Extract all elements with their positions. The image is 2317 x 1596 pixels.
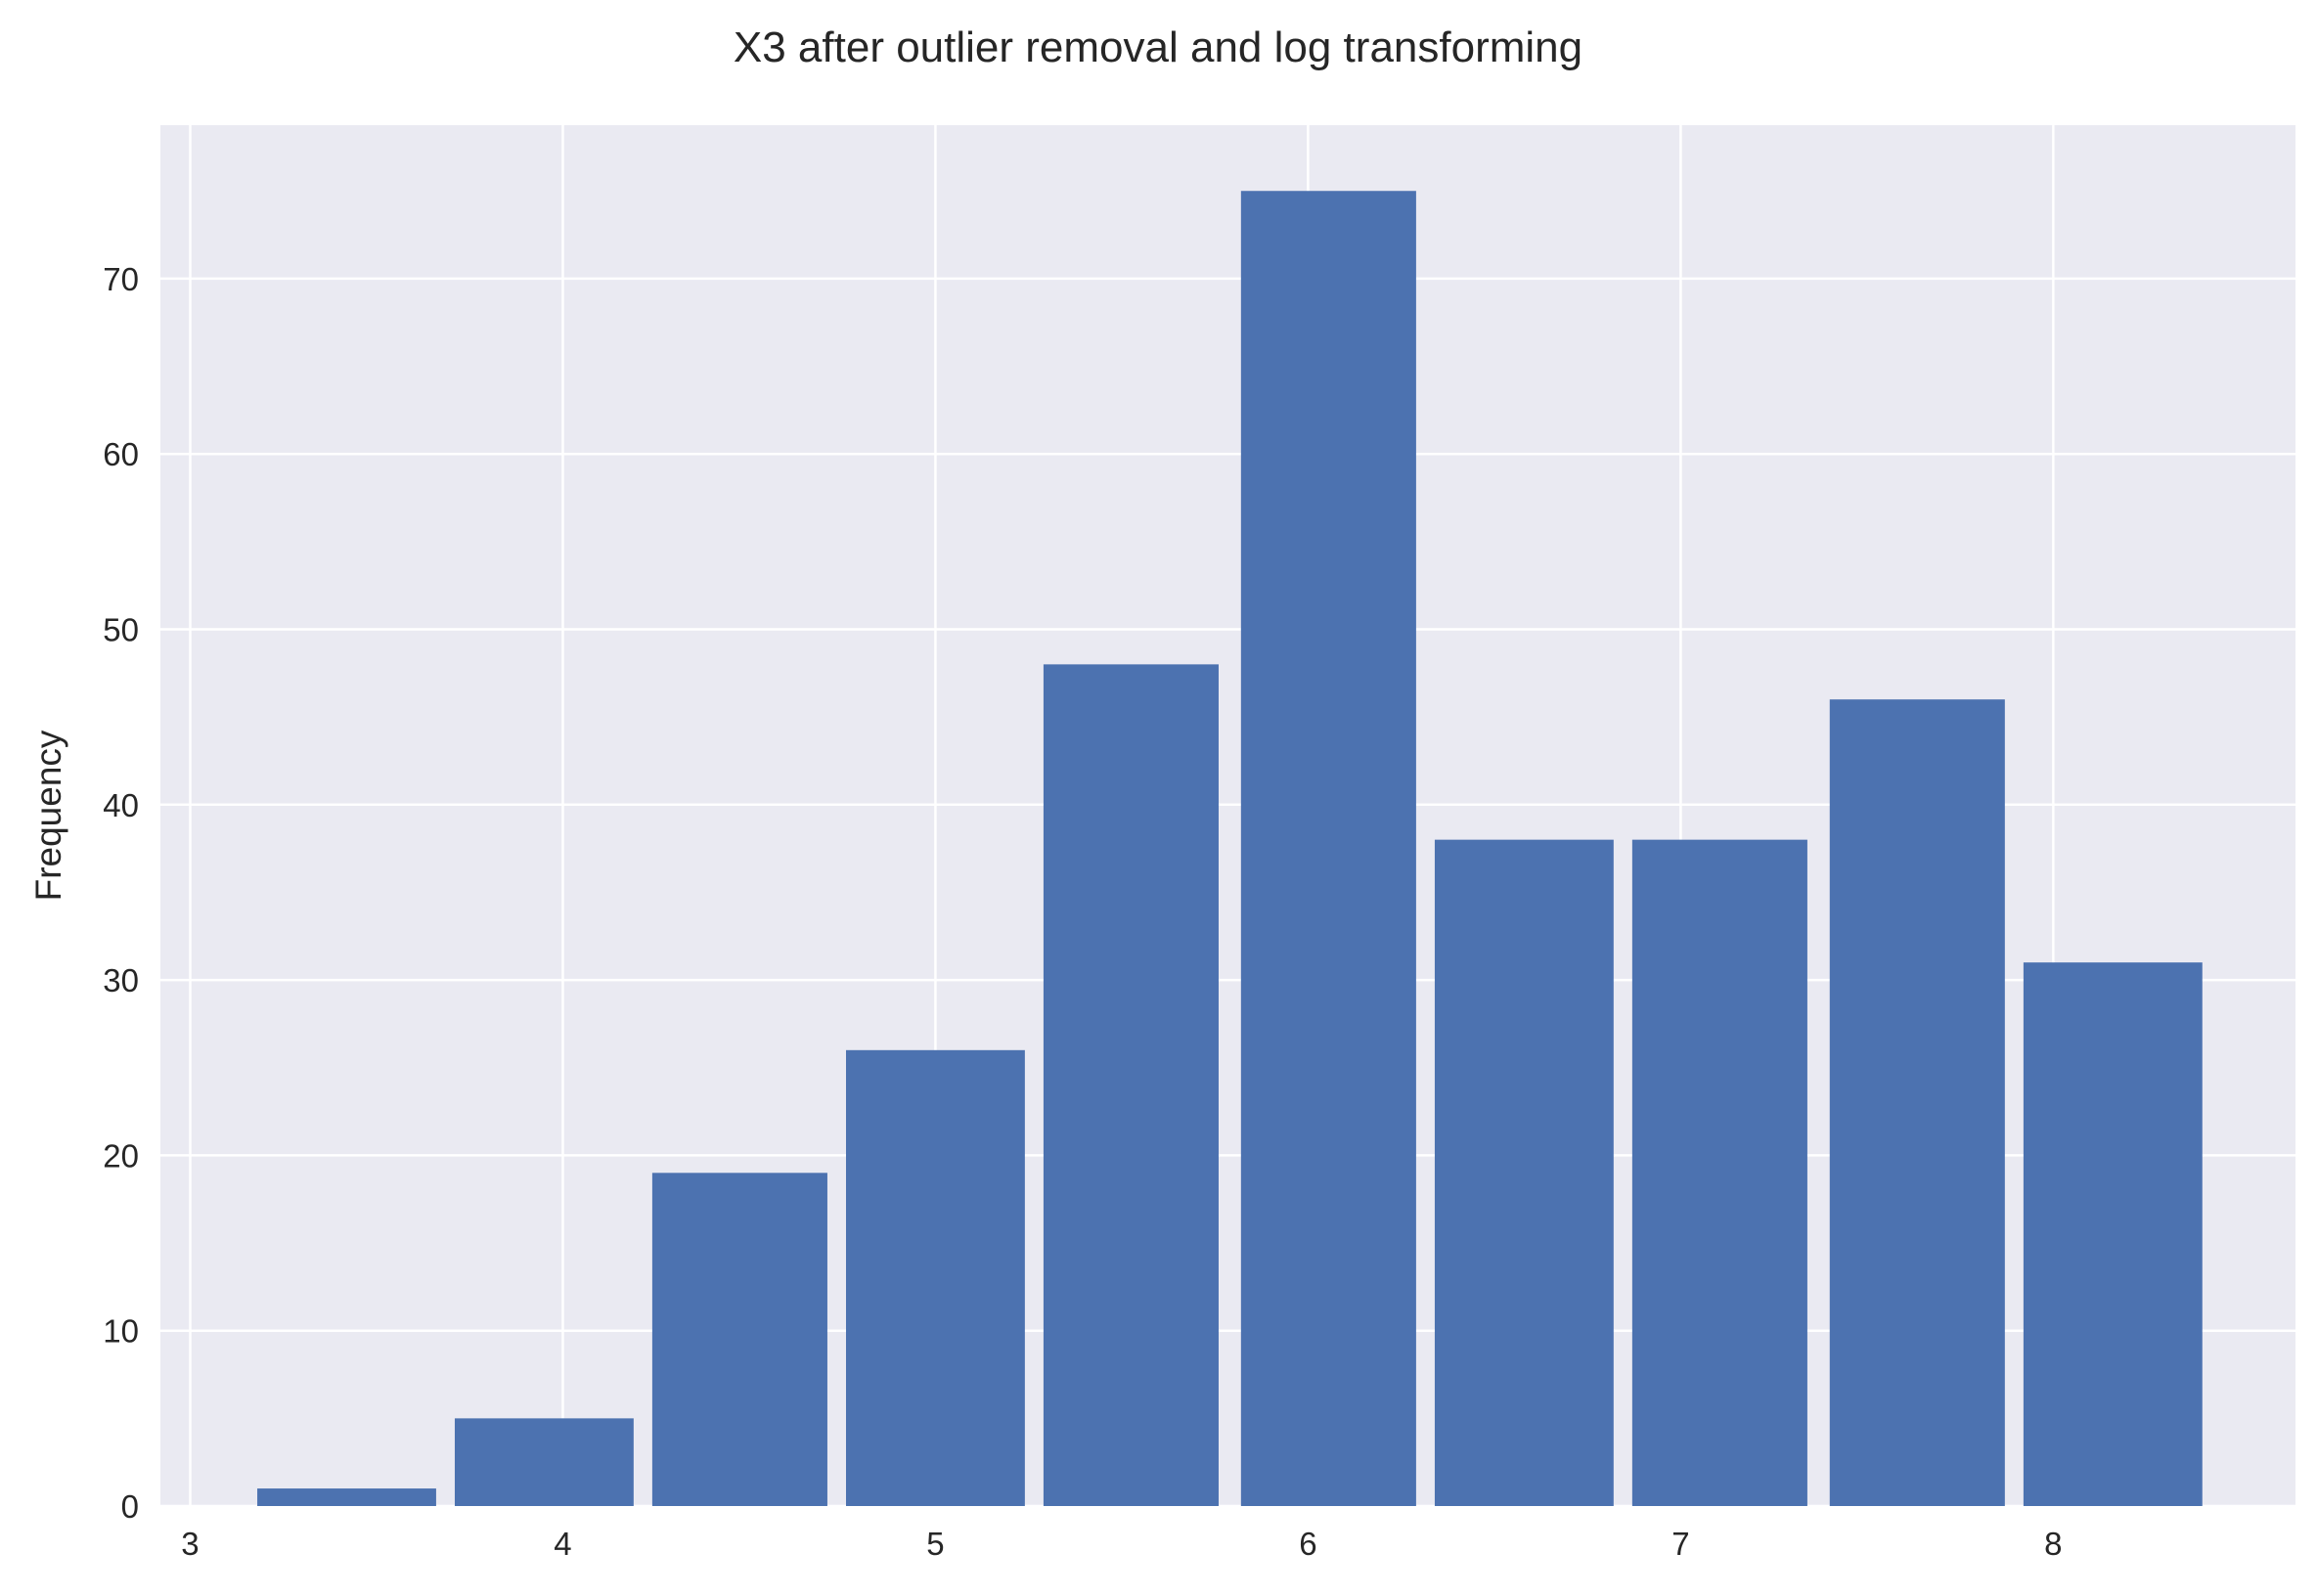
y-axis-label: Frequency [28,730,68,901]
histogram-bar [845,1049,1025,1506]
histogram-bar [1043,664,1219,1506]
y-tick-label: 60 [103,436,139,472]
x-axis-ticks: 3 4 5 6 7 8 [181,1526,2062,1562]
x-tick-label: 6 [1299,1526,1316,1562]
y-tick-label: 20 [103,1137,139,1174]
x-tick-label: 4 [554,1526,571,1562]
y-tick-label: 50 [103,611,139,647]
x-tick-label: 7 [1671,1526,1689,1562]
y-axis-ticks: 0 10 20 30 40 50 60 70 [103,261,139,1525]
bars [257,191,2203,1507]
histogram-bar [454,1418,634,1506]
histogram-bar [1434,839,1614,1506]
y-tick-label: 30 [103,962,139,998]
histogram-bar [1631,839,1807,1506]
histogram-bar [2023,962,2203,1506]
x-tick-label: 5 [926,1526,944,1562]
histogram-bar [1829,699,2005,1506]
histogram-bar [257,1488,436,1506]
histogram-bar [651,1173,827,1506]
x-tick-label: 3 [181,1526,199,1562]
x-tick-label: 8 [2044,1526,2062,1562]
y-tick-label: 70 [103,261,139,297]
y-tick-label: 0 [121,1488,139,1525]
y-tick-label: 40 [103,787,139,823]
chart-title: X3 after outlier removal and log transfo… [734,23,1582,71]
histogram-bar [1240,191,1416,1507]
y-tick-label: 10 [103,1313,139,1350]
